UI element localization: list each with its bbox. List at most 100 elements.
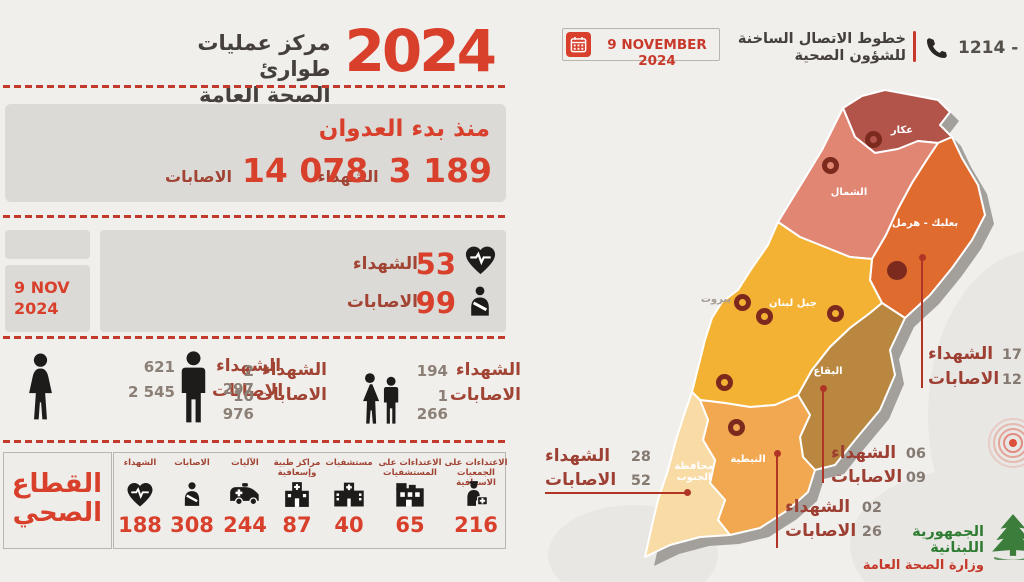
health-item-attacks-hospitals: الاعتداءات على المستشفيات 65 — [378, 458, 442, 536]
women-martyrs-label: الشهداء — [216, 356, 282, 376]
strike-marker — [865, 131, 882, 148]
ministry-logo-line2: وزارة الصحة العامة — [862, 558, 984, 573]
children-icon — [358, 372, 403, 425]
daily-date-box: 9 NOV 2024 — [5, 265, 90, 332]
women-injuries-value: 2 545 — [128, 383, 175, 401]
page-title-line1: مركز عمليات طوارئ — [197, 31, 331, 81]
medical-center-icon — [282, 480, 312, 508]
phone-icon — [925, 36, 949, 60]
heart-pulse-icon — [463, 243, 498, 276]
hospital-attack-icon — [394, 480, 426, 508]
callout-baalbek-hermel: الشهداء 17 الاصابات 12 — [928, 344, 1022, 389]
since-martyrs-label: الشهداء — [317, 167, 379, 186]
cedar-logo-icon — [990, 512, 1024, 560]
men-martyrs-label: الشهداء — [261, 360, 327, 380]
strike-marker — [734, 294, 751, 311]
callout-injuries-label: الاصابات — [928, 369, 1000, 389]
strike-marker-large — [887, 261, 907, 280]
health-item-label: الشهداء — [123, 458, 157, 468]
daily-injuries-value: 99 — [415, 286, 456, 320]
page-title-group: مركز عمليات طوارئ الصحة العامة 2024 — [150, 17, 497, 108]
daily-date-box-top — [5, 230, 90, 259]
callout-dot-nabatiyeh — [774, 450, 781, 457]
hotline-title: خطوط الاتصال الساخنة للشؤون الصحية — [726, 31, 906, 64]
daily-martyrs-label: الشهداء — [352, 254, 418, 274]
health-item-value: 244 — [223, 513, 267, 537]
since-injuries-stat: الاصابات 14 078 — [165, 154, 368, 188]
daily-date: 9 NOV 2024 — [14, 277, 70, 319]
health-item-label: الاعتداءات على الجمعيات الاسعافية — [444, 458, 508, 488]
injured-person-icon — [179, 480, 205, 508]
callout-martyrs-value: 17 — [1001, 347, 1022, 363]
strike-marker — [728, 419, 745, 436]
callout-nabatiyeh: الشهداء 02 الاصابات 26 — [785, 497, 882, 541]
health-item-value: 40 — [334, 513, 364, 537]
hotline-numbers: 1214 - 178 — [958, 38, 1024, 58]
separator-line — [3, 440, 509, 443]
health-sector-title: القطاع الصحي — [10, 470, 102, 528]
woman-icon — [22, 353, 59, 421]
children-injuries-label: الاصابات — [449, 385, 521, 405]
since-aggression-panel: منذ بدء العدوان الشهداء 3 189 الاصابات 1… — [5, 104, 506, 202]
men-injuries-label: الاصابات — [255, 385, 327, 405]
health-item-label: الآليات — [231, 458, 259, 468]
daily-injuries-label: الاصابات — [346, 292, 418, 312]
callout-line-baalbek — [921, 258, 923, 388]
daily-date-line2: 2024 — [14, 299, 59, 318]
callout-injuries-label: الاصابات — [785, 521, 857, 541]
callout-dot-south — [684, 489, 691, 496]
health-item-value: 188 — [118, 513, 162, 537]
ambulance-icon — [229, 480, 261, 508]
health-sector-title-line1: القطاع — [11, 469, 102, 499]
callout-line-nabatiyeh — [776, 454, 778, 548]
injured-person-icon — [464, 284, 496, 318]
callout-south: الشهداء 28 الاصابات 52 — [545, 446, 651, 490]
map-label-south-governorate: محافظة الجنوب — [674, 461, 714, 483]
health-item-label: مراكز طبية وإسعافية — [273, 458, 321, 478]
since-injuries-value: 14 078 — [241, 151, 369, 190]
map-label-mount-lebanon: جبل لبنان — [769, 298, 817, 309]
men-martyrs-value: 2 297 — [222, 362, 254, 398]
callout-martyrs-label: الشهداء — [831, 443, 897, 463]
health-item-value: 216 — [454, 513, 498, 537]
callout-dot-baalbek — [919, 254, 926, 261]
since-injuries-label: الاصابات — [165, 167, 232, 186]
map-label-bekaa: البقاع — [813, 366, 843, 377]
children-martyrs-value: 194 — [416, 362, 448, 380]
ministry-logo-text: الجمهورية اللبنانية وزارة الصحة العامة — [856, 524, 984, 573]
health-item-vehicles: الآليات 244 — [216, 458, 274, 536]
callout-injuries-value: 26 — [861, 524, 882, 540]
callout-line-south — [545, 492, 687, 494]
year-heading: 2024 — [344, 17, 497, 85]
man-icon — [176, 351, 211, 424]
callout-injuries-value: 12 — [1001, 372, 1022, 388]
strike-marker — [716, 374, 733, 391]
callout-martyrs-value: 28 — [630, 449, 651, 465]
health-sector-title-line2: الصحي — [12, 498, 102, 528]
health-item-label: الاعتداءات على المستشفيات — [378, 458, 442, 478]
paramedic-icon — [462, 480, 490, 508]
daily-martyrs-value: 53 — [415, 247, 456, 281]
map-label-akkar: عكار — [890, 125, 914, 136]
region-south — [644, 391, 731, 558]
health-sector-title-box — [3, 452, 112, 549]
health-item-value: 308 — [170, 513, 214, 537]
daily-date-line1: 9 NOV — [14, 278, 70, 297]
callout-line-bekaa — [822, 389, 824, 483]
women-martyrs-value: 621 — [143, 358, 175, 376]
map-label-north: الشمال — [830, 187, 868, 198]
impact-rings-icon — [988, 418, 1024, 468]
hotline-title-line2: للشؤون الصحية — [794, 47, 906, 64]
ministry-logo-line1: الجمهورية اللبنانية — [912, 524, 984, 556]
since-martyrs-value: 3 189 — [388, 151, 492, 190]
callout-injuries-value: 09 — [905, 470, 926, 486]
hotline-divider — [913, 31, 916, 62]
map-label-nabatiyeh: النبطية — [730, 454, 766, 465]
since-aggression-title: منذ بدء العدوان — [318, 116, 490, 142]
since-martyrs-stat: الشهداء 3 189 — [317, 154, 492, 188]
health-item-label: الاصابات — [174, 458, 210, 468]
separator-line — [3, 336, 509, 339]
health-item-attacks-first-aid: الاعتداءات على الجمعيات الاسعافية 216 — [444, 458, 508, 536]
callout-injuries-label: الاصابات — [545, 470, 617, 490]
